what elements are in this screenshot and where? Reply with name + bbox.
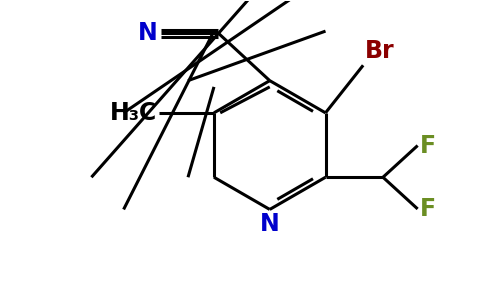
Text: N: N xyxy=(260,212,280,236)
Text: F: F xyxy=(420,197,436,221)
Text: H₃C: H₃C xyxy=(110,101,157,125)
Text: F: F xyxy=(420,134,436,158)
Text: Br: Br xyxy=(365,39,395,63)
Text: N: N xyxy=(138,21,158,45)
